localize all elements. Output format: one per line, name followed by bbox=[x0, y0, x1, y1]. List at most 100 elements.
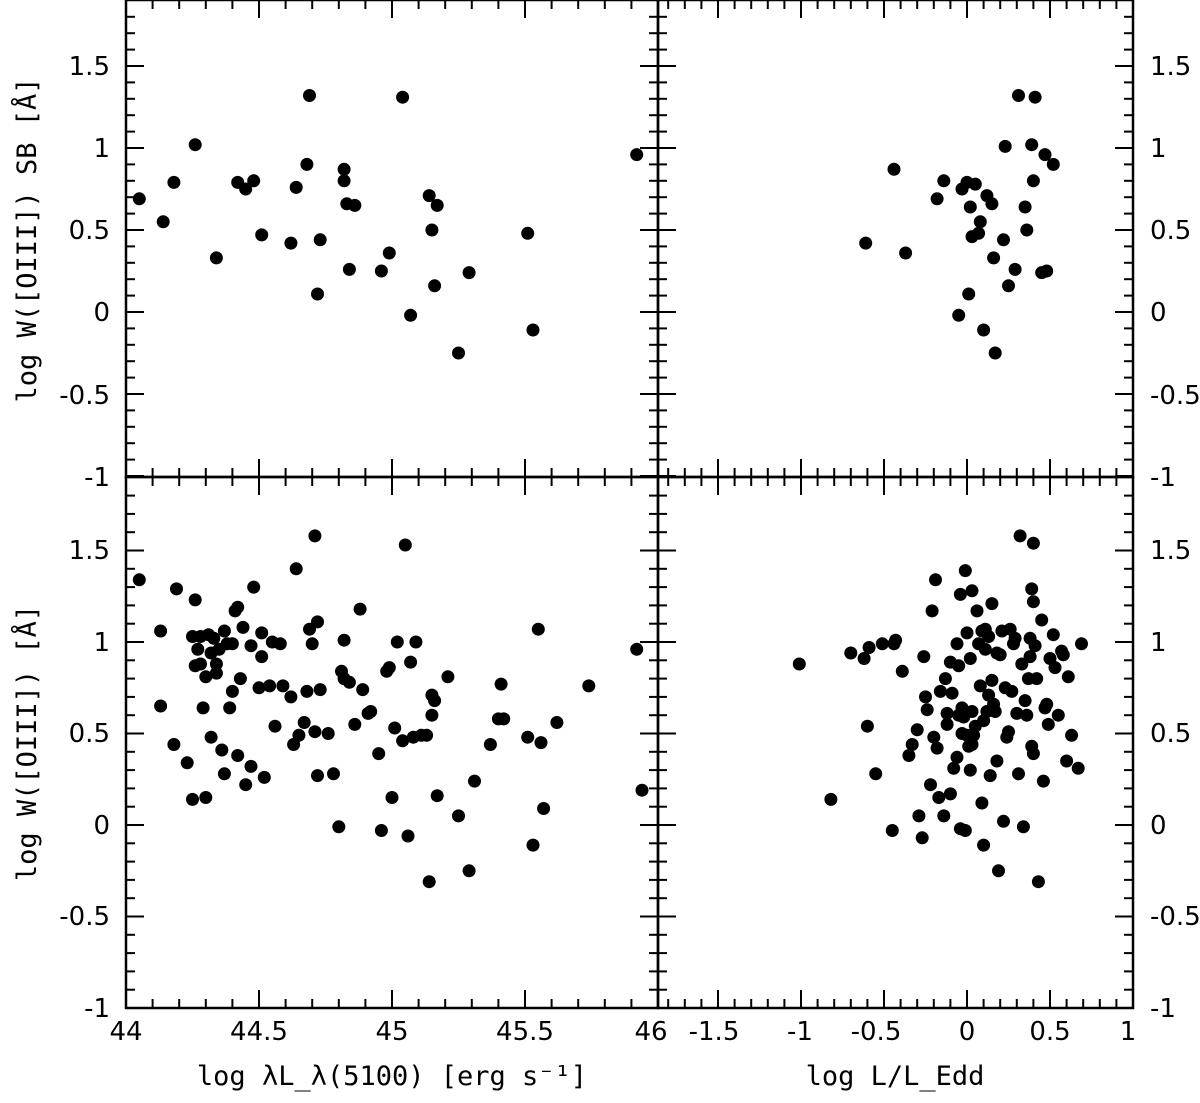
data-point-top-right bbox=[1028, 90, 1042, 104]
data-point-bottom-left bbox=[255, 626, 269, 640]
xtick-label-bottom-right: 1 bbox=[1120, 1017, 1137, 1047]
data-point-bottom-right bbox=[927, 730, 941, 744]
data-point-top-left bbox=[337, 174, 351, 188]
data-point-top-left bbox=[348, 198, 362, 212]
data-point-top-left bbox=[430, 198, 444, 212]
data-point-top-left bbox=[526, 323, 540, 337]
data-point-bottom-left bbox=[225, 684, 239, 698]
data-point-bottom-left bbox=[531, 622, 545, 636]
xtick-label-bottom-left: 46 bbox=[634, 1017, 667, 1047]
ytick-label-bottom-right: 1 bbox=[1150, 628, 1167, 658]
data-point-top-right bbox=[887, 162, 901, 176]
data-point-top-right bbox=[973, 215, 987, 229]
data-point-bottom-left bbox=[255, 650, 269, 664]
data-point-bottom-left bbox=[311, 615, 324, 629]
data-point-bottom-left bbox=[217, 767, 231, 781]
data-point-bottom-right bbox=[963, 652, 977, 665]
data-point-top-left bbox=[239, 182, 253, 196]
data-point-bottom-left bbox=[154, 699, 168, 713]
data-point-bottom-left bbox=[308, 529, 322, 543]
data-point-bottom-right bbox=[992, 864, 1005, 878]
data-point-bottom-left bbox=[332, 820, 346, 834]
ytick-label-bottom-left: 1 bbox=[93, 628, 110, 658]
x-axis-title-left: log λL_λ(5100) [erg s⁻¹] bbox=[197, 1061, 587, 1092]
data-point-bottom-left bbox=[396, 734, 410, 748]
data-point-top-left bbox=[255, 228, 269, 242]
data-point-top-left bbox=[462, 266, 476, 280]
data-point-bottom-right bbox=[1026, 595, 1040, 609]
data-point-top-right bbox=[1025, 138, 1039, 152]
ytick-label-bottom-right: -1 bbox=[1150, 994, 1176, 1024]
data-point-bottom-right bbox=[975, 796, 989, 810]
data-point-bottom-right bbox=[1035, 613, 1049, 627]
data-point-bottom-right bbox=[1075, 637, 1088, 651]
xtick-label-bottom-right: -0.5 bbox=[851, 1017, 902, 1047]
data-point-bottom-right bbox=[857, 652, 871, 665]
panel-frame-bottom-left bbox=[124, 475, 660, 1010]
data-point-bottom-left bbox=[199, 791, 213, 804]
data-point-top-right bbox=[963, 200, 977, 214]
data-point-bottom-left bbox=[483, 738, 497, 751]
data-point-bottom-right bbox=[930, 741, 944, 755]
ytick-label-bottom-right: 0 bbox=[1150, 811, 1167, 841]
data-point-top-right bbox=[1002, 279, 1015, 293]
ytick-label-top-right: -1 bbox=[1150, 463, 1176, 493]
data-point-bottom-right bbox=[943, 787, 957, 801]
data-point-bottom-left bbox=[537, 802, 551, 815]
ytick-label-bottom-left: 0 bbox=[93, 811, 110, 841]
data-point-bottom-left bbox=[382, 661, 396, 675]
data-point-bottom-right bbox=[1061, 670, 1075, 684]
data-point-bottom-right bbox=[947, 761, 961, 775]
data-point-bottom-left bbox=[582, 679, 596, 693]
data-point-bottom-left bbox=[297, 716, 311, 729]
data-point-bottom-left bbox=[494, 677, 508, 691]
data-point-top-right bbox=[1040, 264, 1054, 278]
plot-marks bbox=[132, 89, 1088, 889]
ytick-label-top-left: 0 bbox=[93, 298, 110, 328]
data-point-bottom-left bbox=[247, 580, 261, 594]
data-point-bottom-right bbox=[885, 824, 899, 837]
data-point-bottom-right bbox=[1013, 529, 1027, 543]
data-point-bottom-right bbox=[982, 630, 996, 643]
data-point-bottom-left bbox=[364, 705, 378, 718]
data-point-top-left bbox=[396, 90, 410, 104]
data-point-top-right bbox=[988, 346, 1002, 360]
panel-frame-top-left bbox=[124, 0, 660, 479]
data-point-top-right bbox=[1018, 200, 1032, 214]
data-point-bottom-left bbox=[231, 749, 245, 762]
data-point-bottom-left bbox=[276, 679, 290, 693]
data-point-bottom-left bbox=[257, 770, 271, 784]
data-point-bottom-left bbox=[385, 791, 399, 804]
data-point-bottom-left bbox=[289, 562, 303, 576]
data-point-top-left bbox=[303, 89, 316, 102]
data-point-bottom-left bbox=[196, 701, 210, 715]
data-point-top-right bbox=[987, 251, 1001, 265]
data-point-bottom-left bbox=[284, 690, 298, 704]
data-point-bottom-right bbox=[1051, 708, 1065, 722]
data-point-bottom-right bbox=[925, 604, 939, 618]
data-point-bottom-left bbox=[348, 717, 362, 731]
data-point-bottom-right bbox=[1030, 672, 1044, 686]
data-point-bottom-left bbox=[534, 736, 548, 750]
data-point-bottom-right bbox=[932, 791, 946, 804]
y-axis-title-bottom: log W([OIII]) [Å] bbox=[11, 605, 43, 881]
data-point-bottom-left bbox=[441, 670, 455, 684]
ytick-label-top-right: 1 bbox=[1150, 134, 1167, 164]
data-point-bottom-left bbox=[225, 637, 239, 651]
data-point-bottom-left bbox=[132, 573, 146, 587]
data-point-top-right bbox=[952, 308, 966, 322]
data-point-bottom-right bbox=[875, 637, 889, 651]
data-point-bottom-right bbox=[1005, 684, 1019, 698]
data-point-bottom-right bbox=[940, 717, 954, 731]
data-point-bottom-right bbox=[990, 754, 1004, 768]
data-point-bottom-right bbox=[912, 809, 926, 823]
data-point-bottom-left bbox=[194, 657, 207, 671]
data-point-top-left bbox=[313, 233, 327, 247]
data-point-top-right bbox=[1012, 89, 1025, 102]
data-point-bottom-right bbox=[929, 573, 942, 587]
data-point-bottom-right bbox=[895, 664, 909, 678]
data-point-top-right bbox=[1020, 223, 1034, 237]
data-point-bottom-right bbox=[910, 723, 924, 737]
data-point-bottom-left bbox=[630, 642, 644, 656]
